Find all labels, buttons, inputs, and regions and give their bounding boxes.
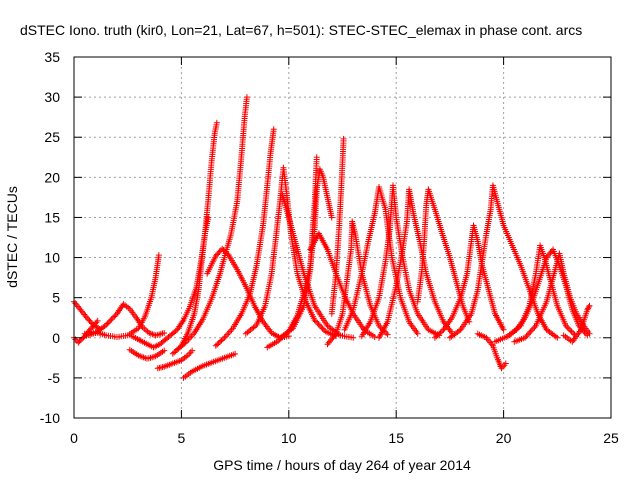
point-markers	[376, 186, 456, 341]
plot-frame	[73, 56, 612, 419]
x-tick-label: 15	[388, 430, 404, 446]
y-tick-label: 35	[44, 49, 60, 65]
data-points	[71, 94, 593, 381]
chart-title: dSTEC Iono. truth (kir0, Lon=21, Lat=67,…	[20, 22, 582, 38]
series-arc-12	[212, 126, 277, 349]
series-arc-4	[81, 252, 162, 340]
y-tick-label: 15	[44, 209, 60, 225]
x-tick-label: 10	[281, 430, 297, 446]
point-markers	[154, 347, 196, 372]
y-tick-label: -5	[48, 370, 61, 386]
axis-ticks	[73, 56, 612, 419]
y-tick-label: -10	[40, 410, 60, 426]
y-tick-label: 5	[52, 290, 60, 306]
y-tick-label: 10	[44, 250, 60, 266]
point-markers	[328, 135, 347, 317]
y-tick-label: 25	[44, 129, 60, 145]
x-tick-label: 25	[603, 430, 619, 446]
series-arc-9	[180, 350, 239, 381]
point-markers	[474, 330, 509, 372]
series-arc-25	[446, 182, 561, 341]
series-arc-29	[511, 250, 593, 345]
point-markers	[511, 250, 593, 345]
point-markers	[126, 346, 168, 362]
series-arc-5	[126, 346, 168, 362]
y-tick-label: 30	[44, 89, 60, 105]
x-tick-label: 5	[178, 430, 186, 446]
y-tick-label: 0	[52, 330, 60, 346]
point-markers	[446, 182, 561, 341]
point-markers	[560, 302, 593, 345]
point-markers	[180, 350, 239, 381]
series-arc-21	[358, 182, 443, 340]
point-markers	[212, 126, 277, 349]
series-arc-19	[328, 135, 347, 317]
x-tick-label: 0	[70, 430, 78, 446]
series-arc-26	[474, 330, 509, 372]
point-markers	[174, 94, 250, 353]
point-markers	[81, 252, 162, 340]
series-arc-22	[376, 186, 456, 341]
tick-labels: 0 5 10 15 20 25 -10 -5 0 5 10 15 20 25 30 35	[40, 49, 619, 446]
y-axis-label: dSTEC / TECUs	[4, 186, 20, 288]
x-axis-label: GPS time / hours of day 264 of year 2014	[213, 457, 471, 473]
series-arc-30	[560, 302, 593, 345]
x-tick-label: 20	[496, 430, 512, 446]
series-arc-6	[154, 347, 196, 372]
series-arc-10	[174, 94, 250, 353]
point-markers	[358, 182, 443, 340]
y-tick-label: 20	[44, 169, 60, 185]
